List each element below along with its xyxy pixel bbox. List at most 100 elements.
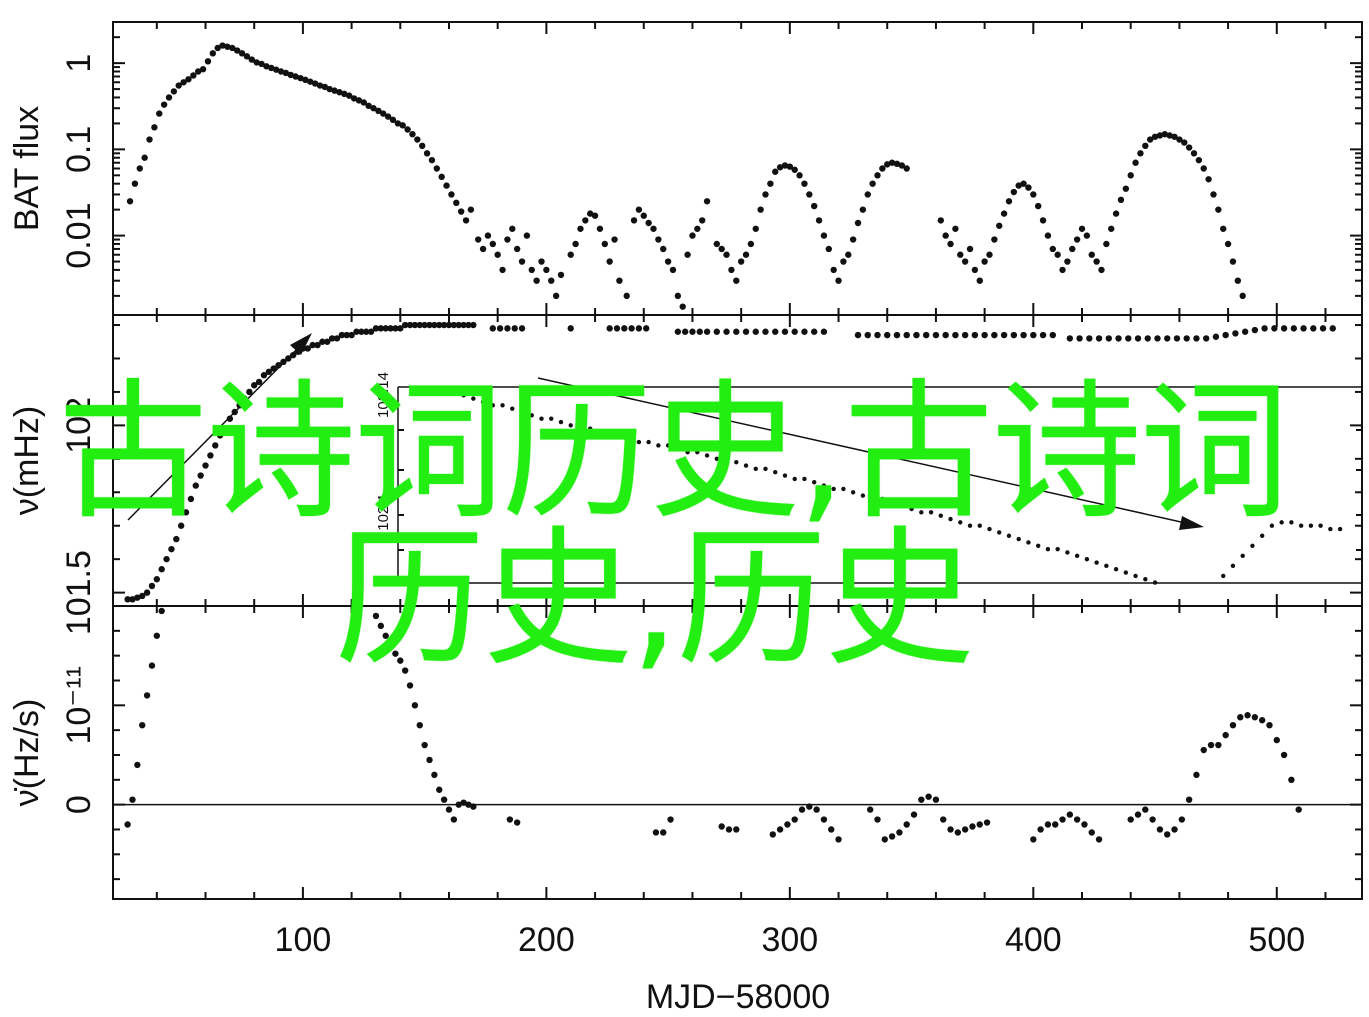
inset-data-point [1308,523,1314,528]
panel-flux: 0.01 0.1 1 BAT flux [8,21,1363,316]
data-point-flux [801,180,808,187]
data-point-flux [747,240,755,248]
inset-data-point [656,443,661,448]
data-point-flux [611,236,618,243]
data-point-flux [557,271,565,279]
inset-data-point [1298,523,1304,528]
data-point-flux [1151,133,1159,140]
data-point-nudot [1193,771,1200,779]
inset-data-point [714,456,720,462]
data-point-nu [703,328,711,335]
data-point-nu [567,325,574,332]
data-point-nu [416,321,423,329]
data-point-nudot [465,801,472,808]
inset-data-point [480,399,486,405]
inset-data-point [1250,543,1255,548]
data-point-flux [282,69,290,77]
data-point-flux [728,266,735,274]
data-point-nu [1010,331,1018,339]
inset-data-point [958,520,963,525]
data-point-nu [304,345,311,352]
data-point-nudot [372,612,380,620]
data-point-nu [762,328,769,335]
inset-data-point [441,389,447,395]
panel-nu: 101.5 102 ν(mHz) [8,314,1363,635]
data-point-nu [134,594,141,601]
data-point-flux [733,277,740,284]
data-point-nu [260,372,268,379]
data-point-nu [426,321,433,329]
data-point-nu [465,321,472,329]
data-point-nu [991,331,998,339]
data-point-nudot [1266,721,1273,729]
data-point-flux [742,251,750,258]
inset-data-point [1016,536,1021,542]
data-point-nudot [976,821,983,828]
data-point-nu [1319,325,1327,332]
data-point-flux [937,217,944,224]
data-point-nu [246,388,253,396]
arrow-left-line [127,339,307,521]
inset-data-point [549,416,554,421]
inset-data-point [1279,520,1284,525]
inset-data-point [1055,546,1060,552]
data-point-nu [1086,335,1093,342]
data-point-flux [1200,165,1207,172]
data-point-flux [370,105,377,112]
data-point-nu [752,328,759,335]
data-point-flux [233,47,241,54]
data-point-nu [674,328,682,335]
data-point-flux [849,236,857,243]
data-point-flux [523,232,531,239]
data-point-flux [253,59,260,66]
data-point-nudot [397,657,404,664]
data-point-nudot [1073,816,1081,823]
data-point-nudot [903,821,910,828]
inset-data-point [763,466,768,472]
y-axis-label-flux: BAT flux [8,106,46,231]
data-point-nu [212,442,219,449]
data-point-flux [961,258,969,265]
data-point-flux [820,232,828,239]
inset-data-point [734,459,739,465]
panel-nudot: 0 10⁻¹¹ ν̇(Hz/s) [8,605,1363,900]
data-point-flux [1137,150,1144,157]
data-point-nu [338,331,346,339]
data-point-flux [966,245,974,253]
inset-data-point [909,506,914,512]
data-point-flux [419,142,426,150]
inset-data-point [1221,573,1226,579]
data-point-flux [1132,159,1139,166]
data-point-flux [350,95,358,102]
data-point-nudot [1215,741,1222,749]
data-point-nudot [652,829,660,836]
data-point-flux [380,110,387,117]
data-point-nudot [1207,741,1215,749]
data-point-nu [221,425,229,432]
data-point-flux [238,50,246,57]
data-point-nu [353,328,360,335]
data-point-flux [669,266,677,274]
data-point-flux [457,208,465,215]
data-point-nu [397,325,404,332]
inset-data-point [889,500,895,505]
x-tick-label: 500 [1248,921,1305,959]
data-point-nu [314,341,321,349]
data-point-nudot [124,821,131,828]
data-point-flux [311,80,319,87]
panel-frame-flux [112,21,1363,316]
data-point-flux [1054,251,1061,258]
data-point-nu [168,545,175,553]
inset-data-point [1152,580,1158,585]
data-point-nu [696,328,703,335]
inset-data-point [578,426,583,431]
data-point-nu [401,321,409,329]
data-point-flux [518,258,526,265]
data-point-nudot [667,816,674,823]
data-point-nudot [1081,821,1088,828]
data-point-flux [175,82,182,89]
y-tick-label-flux: 1 [60,54,98,73]
x-axis-label: MJD−58000 [646,978,830,1016]
data-point-nu [129,596,136,603]
data-point-flux [341,90,348,98]
